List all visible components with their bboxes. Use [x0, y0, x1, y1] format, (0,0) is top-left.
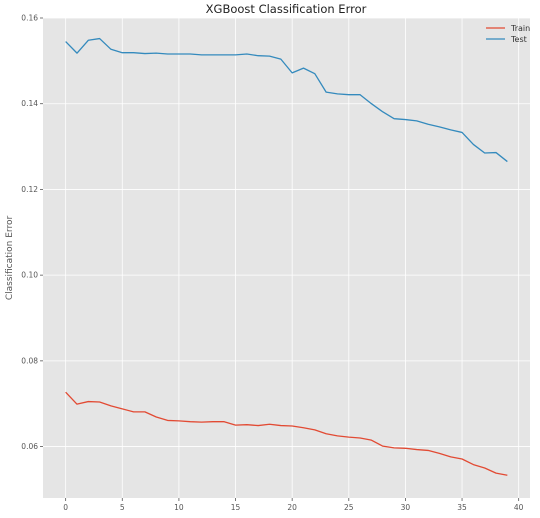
x-tick-label: 15: [231, 503, 241, 512]
y-tick-label: 0.14: [21, 99, 38, 108]
y-axis-label: Classification Error: [5, 216, 15, 301]
series-layer: [65, 37, 508, 476]
x-tick-label: 35: [457, 503, 467, 512]
legend: Train Test: [486, 24, 530, 44]
x-tick-label: 5: [120, 503, 125, 512]
y-tick-label: 0.12: [21, 185, 38, 194]
chart-title: XGBoost Classification Error: [206, 2, 367, 16]
x-tick-label: 40: [514, 503, 524, 512]
y-tick-label: 0.08: [21, 356, 38, 365]
y-tick-label: 0.16: [21, 14, 38, 23]
x-tick-label: 30: [401, 503, 411, 512]
x-axis: 0 5 10 15 20 25 30 35 40: [63, 498, 524, 512]
x-tick-label: 10: [174, 503, 184, 512]
legend-label-test: Test: [510, 35, 527, 44]
series-line-train: [65, 391, 508, 476]
y-axis: 0.06 0.08 0.10 0.12 0.14 0.16: [21, 14, 43, 451]
series-line-test: [65, 37, 508, 163]
x-tick-label: 20: [287, 503, 297, 512]
x-tick-label: 25: [344, 503, 354, 512]
grid: [43, 17, 530, 498]
legend-label-train: Train: [510, 24, 530, 33]
plot-area: [43, 18, 530, 498]
y-tick-label: 0.06: [21, 442, 38, 451]
x-tick-label: 0: [63, 503, 68, 512]
y-tick-label: 0.10: [21, 271, 38, 280]
